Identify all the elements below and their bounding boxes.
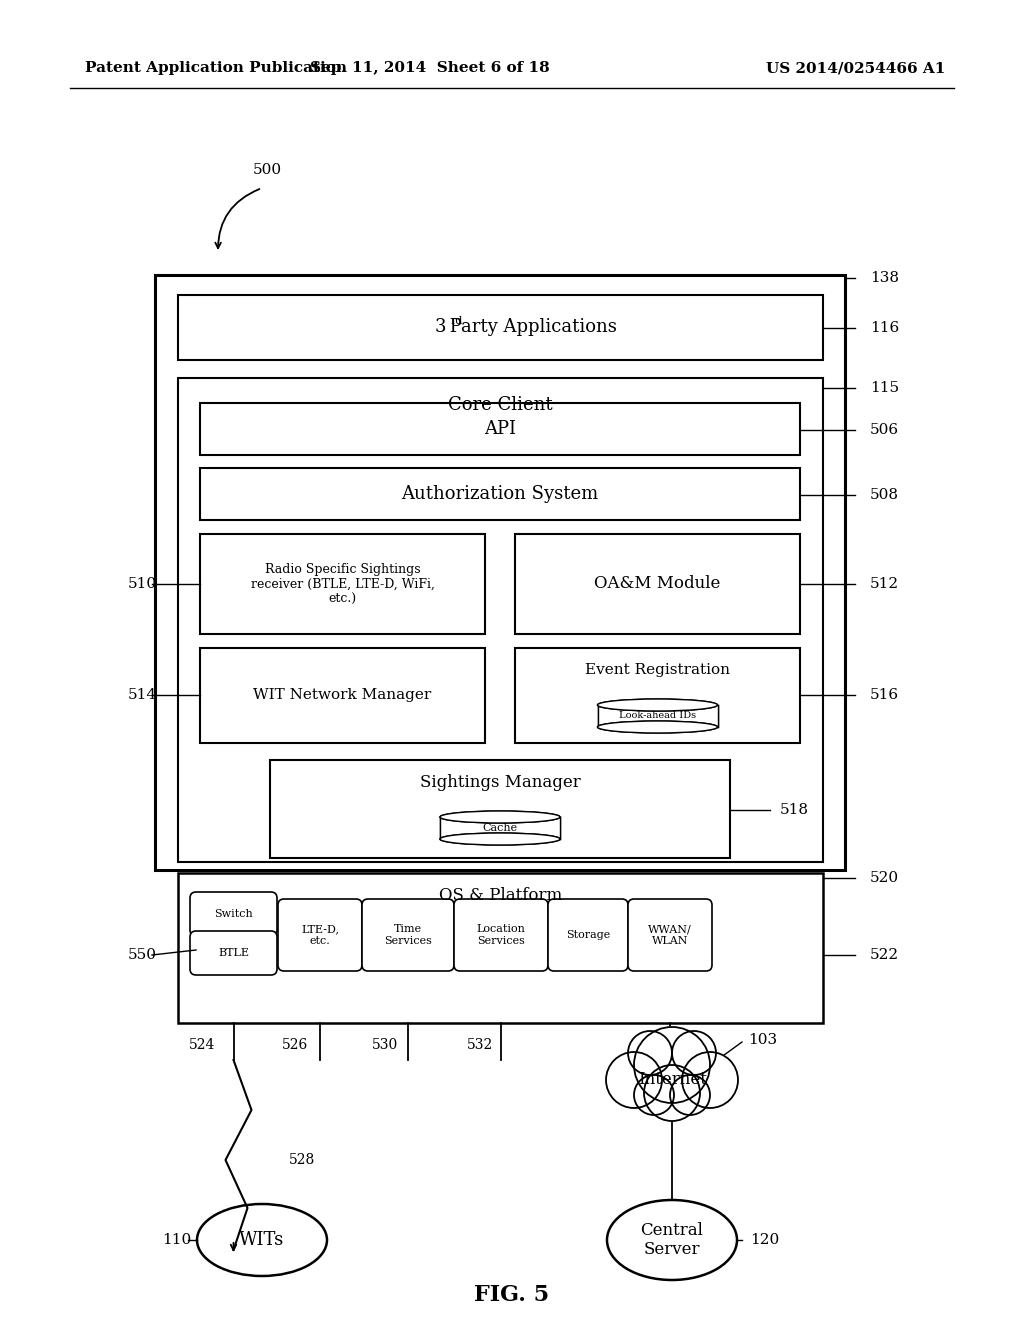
Ellipse shape (440, 833, 560, 845)
Text: 103: 103 (748, 1034, 777, 1047)
Text: 518: 518 (780, 803, 809, 817)
Bar (597, 705, 718, 727)
Text: LTE-D,
etc.: LTE-D, etc. (301, 924, 339, 946)
Text: 120: 120 (750, 1233, 779, 1247)
Text: 528: 528 (289, 1152, 314, 1167)
Circle shape (606, 1052, 662, 1107)
Text: WITs: WITs (240, 1232, 285, 1249)
Text: 550: 550 (128, 948, 157, 962)
Text: Authorization System: Authorization System (401, 484, 599, 503)
Text: Location
Services: Location Services (476, 924, 525, 946)
Ellipse shape (597, 721, 718, 733)
FancyBboxPatch shape (278, 899, 362, 972)
Bar (515, 535, 800, 634)
Text: Look-ahead IDs: Look-ahead IDs (618, 711, 696, 721)
Text: Storage: Storage (566, 931, 610, 940)
Text: Event Registration: Event Registration (585, 663, 730, 677)
Text: 116: 116 (870, 321, 899, 335)
Text: API: API (484, 420, 516, 438)
Text: 524: 524 (189, 1038, 215, 1052)
Ellipse shape (440, 810, 560, 822)
Text: 115: 115 (870, 381, 899, 395)
Text: OS & Platform: OS & Platform (439, 887, 562, 904)
FancyBboxPatch shape (628, 899, 712, 972)
Circle shape (634, 1074, 674, 1115)
Ellipse shape (440, 833, 560, 845)
Circle shape (670, 1074, 710, 1115)
Bar (270, 760, 730, 858)
Text: 110: 110 (162, 1233, 191, 1247)
Circle shape (628, 1031, 672, 1074)
Bar (155, 275, 845, 870)
FancyBboxPatch shape (454, 899, 548, 972)
Text: Switch: Switch (214, 909, 253, 919)
Text: WWAN/
WLAN: WWAN/ WLAN (648, 924, 692, 946)
Circle shape (644, 1065, 700, 1121)
Bar (200, 535, 485, 634)
Text: 526: 526 (282, 1038, 308, 1052)
Text: Sightings Manager: Sightings Manager (420, 774, 581, 791)
Bar (178, 873, 823, 1023)
Text: Central
Server: Central Server (641, 1222, 703, 1258)
Text: FIG. 5: FIG. 5 (474, 1284, 550, 1305)
Bar (178, 378, 823, 862)
FancyBboxPatch shape (548, 899, 628, 972)
Ellipse shape (440, 810, 560, 822)
Text: 500: 500 (253, 162, 283, 177)
Text: 3: 3 (435, 318, 446, 337)
Ellipse shape (597, 700, 718, 711)
Text: 532: 532 (467, 1038, 493, 1052)
Text: US 2014/0254466 A1: US 2014/0254466 A1 (766, 61, 945, 75)
Text: 522: 522 (870, 948, 899, 962)
Text: OA&M Module: OA&M Module (594, 576, 721, 593)
Text: Internet: Internet (638, 1072, 707, 1089)
FancyBboxPatch shape (190, 892, 278, 936)
Text: BTLE: BTLE (218, 948, 249, 958)
Text: 506: 506 (870, 422, 899, 437)
Text: 520: 520 (870, 871, 899, 884)
Text: rd: rd (451, 315, 463, 326)
FancyBboxPatch shape (190, 931, 278, 975)
FancyBboxPatch shape (362, 899, 454, 972)
Text: 508: 508 (870, 488, 899, 502)
Bar (178, 294, 823, 360)
Circle shape (634, 1027, 710, 1104)
Text: Party Applications: Party Applications (444, 318, 616, 337)
Ellipse shape (597, 721, 718, 733)
Text: Core Client: Core Client (449, 396, 553, 414)
Ellipse shape (607, 1200, 737, 1280)
Text: Patent Application Publication: Patent Application Publication (85, 61, 347, 75)
Text: Cache: Cache (482, 822, 517, 833)
Text: 514: 514 (128, 688, 157, 702)
Text: 512: 512 (870, 577, 899, 591)
Bar (515, 648, 800, 743)
Text: 138: 138 (870, 271, 899, 285)
Circle shape (682, 1052, 738, 1107)
Ellipse shape (597, 700, 718, 711)
Bar (200, 648, 485, 743)
Bar (200, 469, 800, 520)
Text: 530: 530 (372, 1038, 398, 1052)
Circle shape (672, 1031, 716, 1074)
Bar (440, 817, 560, 840)
Text: 516: 516 (870, 688, 899, 702)
Bar (200, 403, 800, 455)
Text: Time
Services: Time Services (384, 924, 432, 946)
Ellipse shape (197, 1204, 327, 1276)
Text: Sep. 11, 2014  Sheet 6 of 18: Sep. 11, 2014 Sheet 6 of 18 (310, 61, 550, 75)
Text: WIT Network Manager: WIT Network Manager (253, 689, 432, 702)
Text: Radio Specific Sightings
receiver (BTLE, LTE-D, WiFi,
etc.): Radio Specific Sightings receiver (BTLE,… (251, 562, 434, 606)
Text: 510: 510 (128, 577, 157, 591)
